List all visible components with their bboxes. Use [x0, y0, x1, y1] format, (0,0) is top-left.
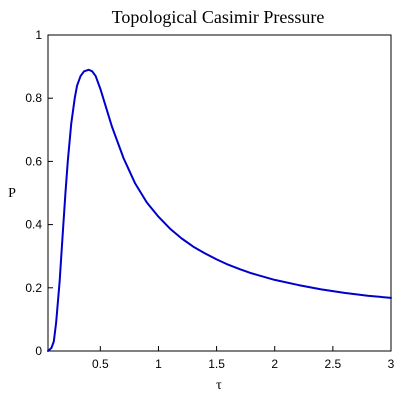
- y-tick-label: 0: [35, 344, 42, 358]
- y-tick-label: 0.4: [25, 218, 42, 232]
- y-tick-label: 0.8: [25, 91, 42, 105]
- y-tick-label: 0.6: [25, 154, 42, 168]
- x-tick-label: 1: [155, 357, 162, 371]
- x-axis-ticks: 0.5 1 1.5 2 2.5 3: [92, 346, 395, 371]
- x-tick-label: 2: [271, 357, 278, 371]
- x-tick-label: 1.5: [208, 357, 225, 371]
- y-axis-ticks: 0 0.2 0.4 0.6 0.8 1: [25, 28, 53, 358]
- plot-frame: [47, 34, 392, 352]
- x-tick-label: 0.5: [92, 357, 109, 371]
- x-tick-label: 3: [388, 357, 395, 371]
- y-tick-label: 1: [35, 28, 42, 42]
- y-axis-label: P: [8, 186, 16, 201]
- x-axis-label: τ: [216, 378, 222, 393]
- chart-title: Topological Casimir Pressure: [112, 7, 325, 27]
- series-layer: [47, 68, 392, 352]
- x-tick-label: 2.5: [325, 357, 342, 371]
- y-tick-label: 0.2: [25, 281, 42, 295]
- series-line: [47, 68, 392, 352]
